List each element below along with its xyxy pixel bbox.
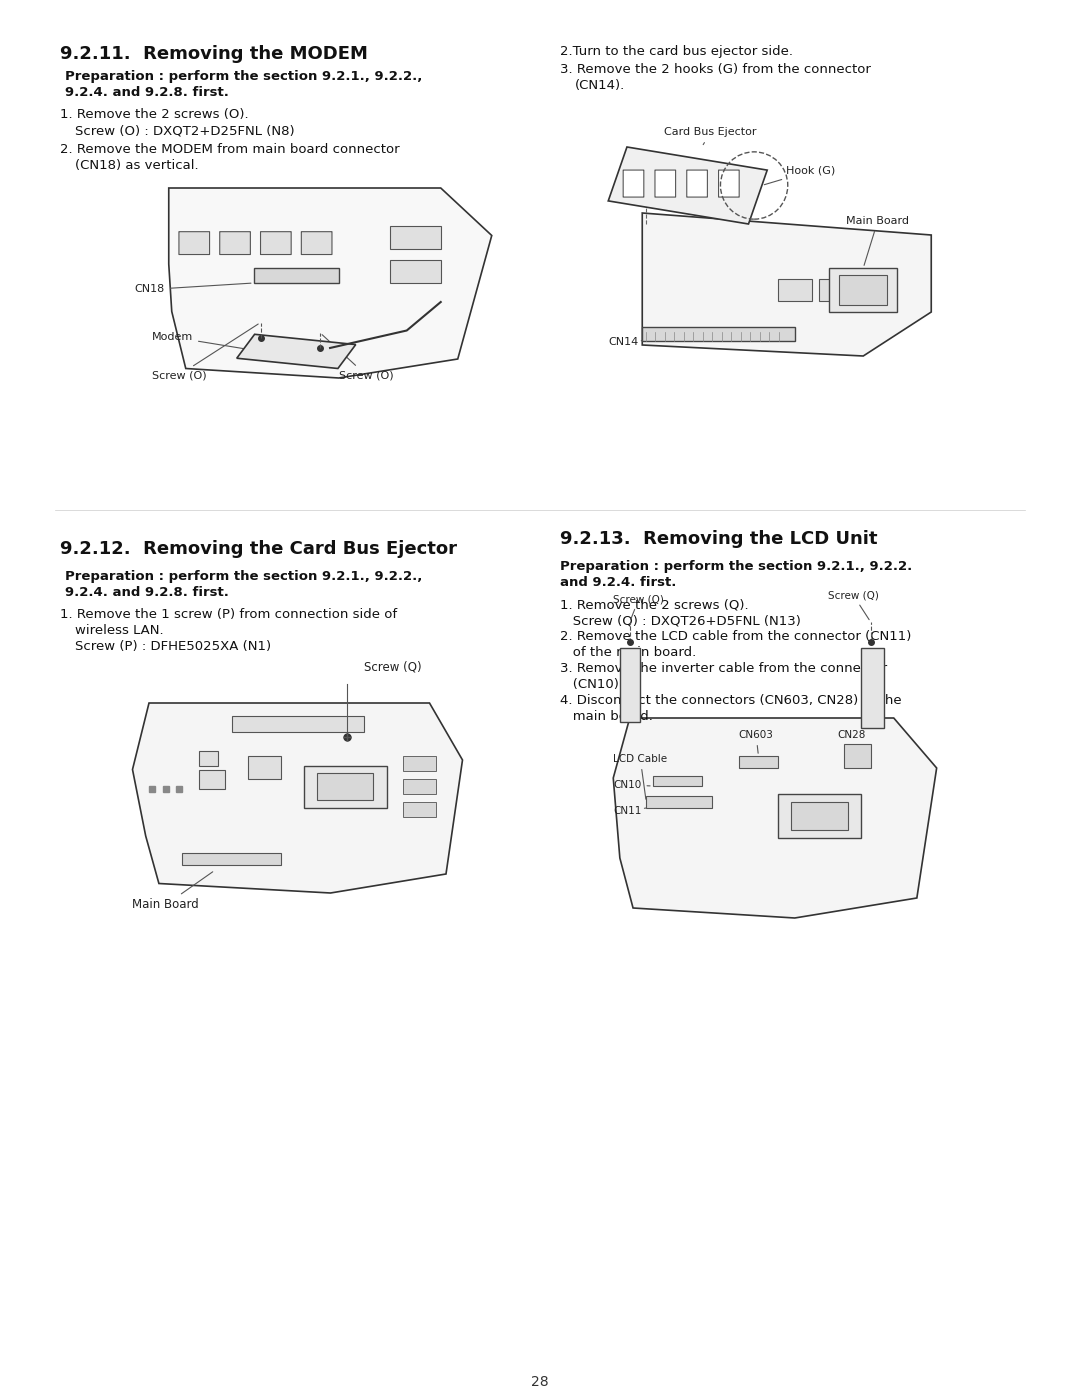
Polygon shape: [237, 334, 355, 369]
Bar: [403, 780, 436, 795]
Bar: [652, 775, 702, 787]
Text: Preparation : perform the section 9.2.1., 9.2.2.,: Preparation : perform the section 9.2.1.…: [65, 70, 422, 82]
Text: 3. Remove the 2 hooks (G) from the connector: 3. Remove the 2 hooks (G) from the conne…: [561, 63, 870, 75]
Text: Screw (Q) : DXQT26+D5FNL (N13): Screw (Q) : DXQT26+D5FNL (N13): [561, 615, 801, 627]
Bar: [390, 226, 441, 249]
Bar: [839, 275, 887, 306]
Text: Screw (P) : DFHE5025XA (N1): Screw (P) : DFHE5025XA (N1): [75, 640, 271, 652]
Text: 2. Remove the MODEM from main board connector: 2. Remove the MODEM from main board conn…: [60, 142, 400, 156]
Text: Hook (G): Hook (G): [765, 166, 835, 184]
Bar: [305, 766, 387, 807]
FancyBboxPatch shape: [623, 170, 644, 197]
FancyBboxPatch shape: [654, 170, 676, 197]
Polygon shape: [643, 212, 931, 356]
FancyBboxPatch shape: [179, 232, 210, 254]
Text: Screw (Q): Screw (Q): [364, 661, 421, 673]
Bar: [819, 279, 853, 300]
Text: 1. Remove the 2 screws (O).: 1. Remove the 2 screws (O).: [60, 108, 248, 122]
FancyBboxPatch shape: [219, 232, 251, 254]
Polygon shape: [133, 703, 462, 893]
Bar: [403, 756, 436, 771]
Text: Card Bus Ejector: Card Bus Ejector: [664, 127, 757, 145]
Bar: [779, 279, 812, 300]
FancyBboxPatch shape: [687, 170, 707, 197]
Text: 4. Disconnect the connectors (CN603, CN28) of the: 4. Disconnect the connectors (CN603, CN2…: [561, 694, 902, 707]
Polygon shape: [620, 648, 639, 722]
Bar: [792, 802, 848, 830]
Text: LCD Cable: LCD Cable: [613, 754, 667, 799]
Text: 3. Remove the inverter cable from the connector: 3. Remove the inverter cable from the co…: [561, 662, 887, 675]
Text: Preparation : perform the section 9.2.1., 9.2.2.: Preparation : perform the section 9.2.1.…: [561, 560, 913, 573]
Bar: [779, 793, 861, 838]
Text: 9.2.11.  Removing the MODEM: 9.2.11. Removing the MODEM: [60, 45, 368, 63]
Text: Screw (Q): Screw (Q): [827, 590, 879, 620]
Bar: [403, 802, 436, 817]
Bar: [248, 756, 281, 780]
Text: Screw (Q): Screw (Q): [613, 594, 664, 619]
Text: 1. Remove the 1 screw (P) from connection side of: 1. Remove the 1 screw (P) from connectio…: [60, 608, 397, 622]
Bar: [199, 770, 225, 788]
Bar: [845, 745, 870, 768]
Text: Modem: Modem: [152, 332, 258, 351]
Text: 9.2.13.  Removing the LCD Unit: 9.2.13. Removing the LCD Unit: [561, 529, 877, 548]
Text: Main Board: Main Board: [847, 217, 909, 265]
FancyBboxPatch shape: [260, 232, 292, 254]
FancyBboxPatch shape: [301, 232, 332, 254]
Text: 9.2.4. and 9.2.8. first.: 9.2.4. and 9.2.8. first.: [65, 585, 229, 599]
Bar: [318, 774, 374, 800]
Text: CN14: CN14: [608, 337, 643, 346]
Bar: [390, 260, 441, 284]
Bar: [739, 756, 779, 768]
Text: of the main board.: of the main board.: [561, 645, 697, 659]
Polygon shape: [861, 648, 883, 728]
Text: CN603: CN603: [739, 731, 773, 753]
Text: main board.: main board.: [561, 710, 653, 724]
Text: Screw (O) : DXQT2+D25FNL (N8): Screw (O) : DXQT2+D25FNL (N8): [75, 124, 295, 137]
Text: Main Board: Main Board: [133, 872, 213, 911]
Bar: [254, 268, 339, 284]
Text: CN11: CN11: [613, 806, 646, 816]
Text: (CN18) as vertical.: (CN18) as vertical.: [75, 159, 199, 172]
Text: Preparation : perform the section 9.2.1., 9.2.2.,: Preparation : perform the section 9.2.1.…: [65, 570, 422, 583]
Text: CN10: CN10: [613, 780, 650, 789]
Text: 9.2.4. and 9.2.8. first.: 9.2.4. and 9.2.8. first.: [65, 87, 229, 99]
Text: 1. Remove the 2 screws (Q).: 1. Remove the 2 screws (Q).: [561, 598, 748, 610]
Bar: [199, 750, 218, 766]
Text: 9.2.12.  Removing the Card Bus Ejector: 9.2.12. Removing the Card Bus Ejector: [60, 541, 457, 557]
Text: Screw (O): Screw (O): [152, 324, 258, 380]
Text: CN18: CN18: [135, 284, 251, 295]
Bar: [183, 854, 281, 865]
Bar: [829, 268, 897, 312]
Bar: [231, 717, 364, 732]
Text: 2. Remove the LCD cable from the connector (CN11): 2. Remove the LCD cable from the connect…: [561, 630, 912, 643]
Text: (CN14).: (CN14).: [575, 80, 625, 92]
Text: wireless LAN.: wireless LAN.: [75, 624, 164, 637]
Bar: [643, 327, 795, 341]
Text: 28: 28: [531, 1375, 549, 1389]
Text: Screw (O): Screw (O): [322, 335, 393, 380]
FancyBboxPatch shape: [718, 170, 739, 197]
Text: CN28: CN28: [838, 731, 866, 766]
Text: and 9.2.4. first.: and 9.2.4. first.: [561, 576, 676, 590]
Text: 2.Turn to the card bus ejector side.: 2.Turn to the card bus ejector side.: [561, 45, 793, 59]
Text: (CN10).: (CN10).: [561, 678, 623, 692]
Bar: [646, 796, 712, 807]
Polygon shape: [613, 718, 936, 918]
Polygon shape: [168, 189, 491, 379]
Polygon shape: [608, 147, 767, 224]
